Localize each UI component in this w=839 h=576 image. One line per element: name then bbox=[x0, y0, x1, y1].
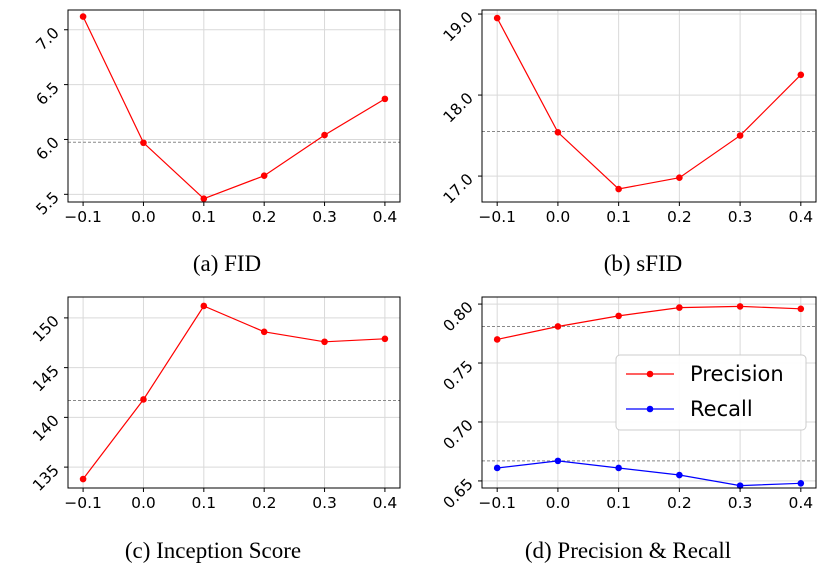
series-line bbox=[497, 305, 801, 340]
y-tick-label: 7.0 bbox=[33, 24, 63, 54]
caption-fid: (a) FID bbox=[193, 251, 261, 276]
data-point bbox=[554, 129, 562, 136]
caption-inception-score: (c) Inception Score bbox=[125, 538, 301, 563]
data-point bbox=[676, 174, 683, 181]
data-point bbox=[493, 336, 501, 343]
data-point bbox=[797, 71, 805, 79]
data-point bbox=[676, 304, 683, 311]
series-line bbox=[496, 17, 802, 190]
data-point bbox=[260, 328, 268, 336]
x-tick-label: 0.2 bbox=[252, 494, 277, 512]
x-tick-label: 0.4 bbox=[373, 494, 398, 512]
data-point bbox=[79, 475, 87, 483]
legend-swatch-marker bbox=[646, 370, 654, 378]
axes-frame bbox=[67, 296, 401, 489]
data-point bbox=[615, 464, 622, 472]
data-point bbox=[321, 338, 328, 346]
data-point bbox=[493, 464, 501, 472]
y-tick-label: 6.0 bbox=[33, 134, 63, 164]
y-tick-label: 17.0 bbox=[440, 170, 477, 207]
data-point bbox=[554, 323, 562, 330]
data-point bbox=[321, 131, 328, 139]
axes-frame bbox=[481, 9, 817, 203]
data-point bbox=[615, 185, 622, 193]
data-point bbox=[797, 305, 805, 313]
x-tick-label: 0.1 bbox=[606, 494, 631, 512]
legend-label: Precision bbox=[690, 362, 784, 386]
y-tick-label: 150 bbox=[29, 312, 63, 346]
x-tick-label: 0.1 bbox=[191, 208, 216, 226]
y-tick-label: 140 bbox=[29, 411, 63, 445]
data-point bbox=[381, 335, 389, 343]
data-point bbox=[493, 14, 501, 22]
data-point bbox=[140, 139, 147, 147]
caption-precision-recall: (d) Precision & Recall bbox=[525, 538, 731, 563]
x-tick-label: 0.3 bbox=[728, 494, 753, 512]
data-point bbox=[381, 95, 389, 103]
x-tick-label: −0.1 bbox=[478, 208, 516, 226]
series-line bbox=[82, 305, 385, 480]
x-tick-label: 0.4 bbox=[373, 208, 398, 226]
y-tick-label: 135 bbox=[29, 461, 63, 495]
axes-frame bbox=[481, 296, 817, 489]
series-line bbox=[497, 460, 801, 487]
x-tick-label: −0.1 bbox=[64, 208, 102, 226]
data-point bbox=[200, 302, 208, 310]
data-point bbox=[140, 396, 147, 403]
y-tick-label: 19.0 bbox=[440, 8, 477, 45]
x-tick-label: 0.4 bbox=[788, 208, 813, 226]
data-point bbox=[260, 172, 268, 179]
data-point bbox=[736, 132, 744, 139]
data-point bbox=[554, 457, 562, 465]
legend-swatch-marker bbox=[646, 405, 654, 413]
y-tick-label: 6.5 bbox=[33, 79, 63, 109]
series-line bbox=[82, 16, 386, 200]
x-tick-label: 0.2 bbox=[252, 208, 277, 226]
data-point bbox=[736, 482, 744, 489]
x-tick-label: 0.3 bbox=[728, 208, 753, 226]
data-point bbox=[200, 195, 208, 203]
x-tick-label: −0.1 bbox=[64, 494, 102, 512]
x-tick-label: 0.0 bbox=[131, 208, 156, 226]
x-tick-label: 0.2 bbox=[667, 208, 692, 226]
data-point bbox=[676, 471, 683, 479]
panel-fid: −0.1 0.0 0.1 0.2 0.3 0.4 5.5 6.0 6.5 7.0 bbox=[33, 9, 401, 226]
x-tick-label: 0.0 bbox=[546, 208, 571, 226]
x-tick-label: 0.2 bbox=[667, 494, 692, 512]
legend-label: Recall bbox=[690, 397, 753, 421]
data-point bbox=[615, 312, 622, 320]
data-point bbox=[736, 303, 744, 310]
legend: Precision Recall bbox=[615, 354, 807, 431]
x-tick-label: 0.1 bbox=[191, 494, 216, 512]
y-tick-label: 0.65 bbox=[440, 475, 477, 512]
caption-sfid: (b) sFID bbox=[604, 251, 683, 276]
y-tick-label: 0.75 bbox=[440, 357, 477, 394]
x-tick-label: 0.1 bbox=[606, 208, 631, 226]
data-point bbox=[797, 479, 805, 487]
y-tick-label: 5.5 bbox=[33, 188, 63, 218]
x-tick-label: 0.4 bbox=[788, 494, 813, 512]
x-tick-label: 0.3 bbox=[312, 208, 337, 226]
data-point bbox=[79, 13, 87, 20]
y-tick-label: 0.70 bbox=[440, 416, 477, 453]
x-tick-label: 0.3 bbox=[312, 494, 337, 512]
panel-sfid: −0.1 0.0 0.1 0.2 0.3 0.4 17.0 18.0 19.0 bbox=[440, 8, 817, 226]
y-tick-label: 0.80 bbox=[440, 298, 477, 335]
x-tick-label: 0.0 bbox=[131, 494, 156, 512]
axes-frame bbox=[67, 9, 401, 203]
panel-inception-score: −0.1 0.0 0.1 0.2 0.3 0.4 135 140 145 150 bbox=[29, 296, 401, 512]
y-tick-label: 145 bbox=[29, 362, 63, 396]
panel-precision-recall: −0.1 0.0 0.1 0.2 0.3 0.4 0.65 0.70 0.75 0.80 Preci… bbox=[440, 296, 817, 512]
y-tick-label: 18.0 bbox=[440, 89, 477, 126]
x-tick-label: −0.1 bbox=[478, 494, 516, 512]
x-tick-label: 0.0 bbox=[546, 494, 571, 512]
